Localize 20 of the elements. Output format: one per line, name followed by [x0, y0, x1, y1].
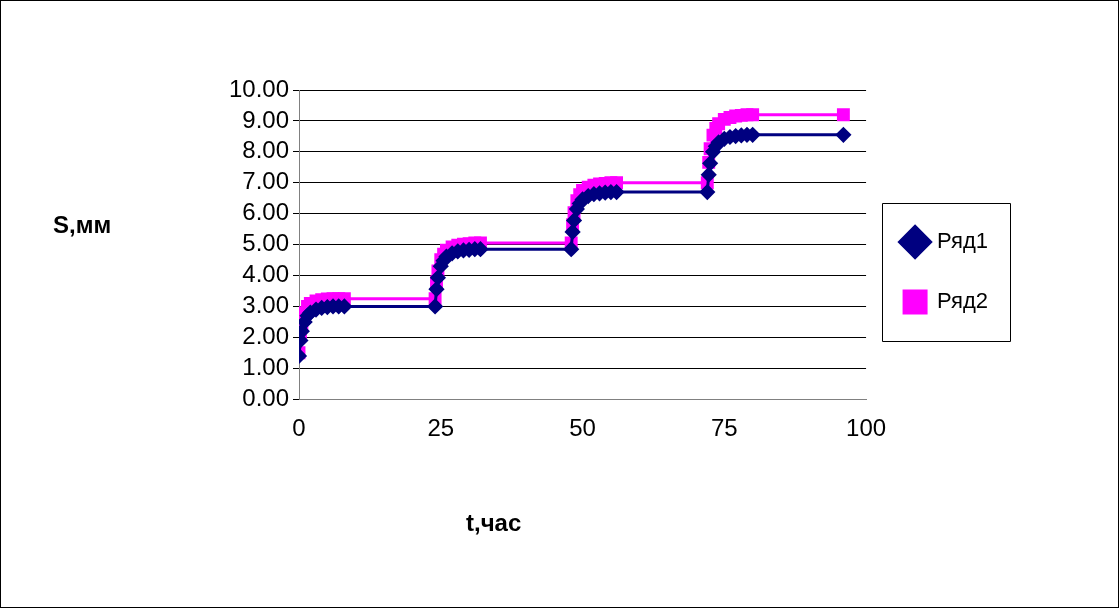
legend-label: Ряд1 [937, 228, 989, 254]
y-tick-label: 8.00 [242, 136, 289, 164]
legend-label: Ряд2 [937, 288, 989, 314]
y-tick-label: 2.00 [242, 321, 289, 349]
x-tick-label: 25 [427, 414, 455, 442]
y-tick-label: 0.00 [242, 383, 289, 411]
x-tick-label: 50 [569, 414, 596, 442]
y-tick-label: 7.00 [242, 167, 289, 195]
y-tick-label: 4.00 [242, 260, 289, 288]
x-tick-label: 100 [846, 414, 887, 442]
y-tick-label: 1.00 [242, 352, 289, 380]
y-tick-label: 3.00 [242, 291, 289, 319]
y-tick-label: 9.00 [242, 105, 289, 133]
y-tick-label: 6.00 [242, 198, 289, 226]
y-tick-label: 10.00 [228, 74, 289, 102]
x-tick-label: 75 [710, 414, 738, 442]
x-axis-title: t,час [466, 509, 522, 537]
x-tick-label: 0 [292, 414, 306, 442]
y-axis-title: S,мм [53, 211, 112, 239]
y-tick-label: 5.00 [242, 229, 289, 257]
